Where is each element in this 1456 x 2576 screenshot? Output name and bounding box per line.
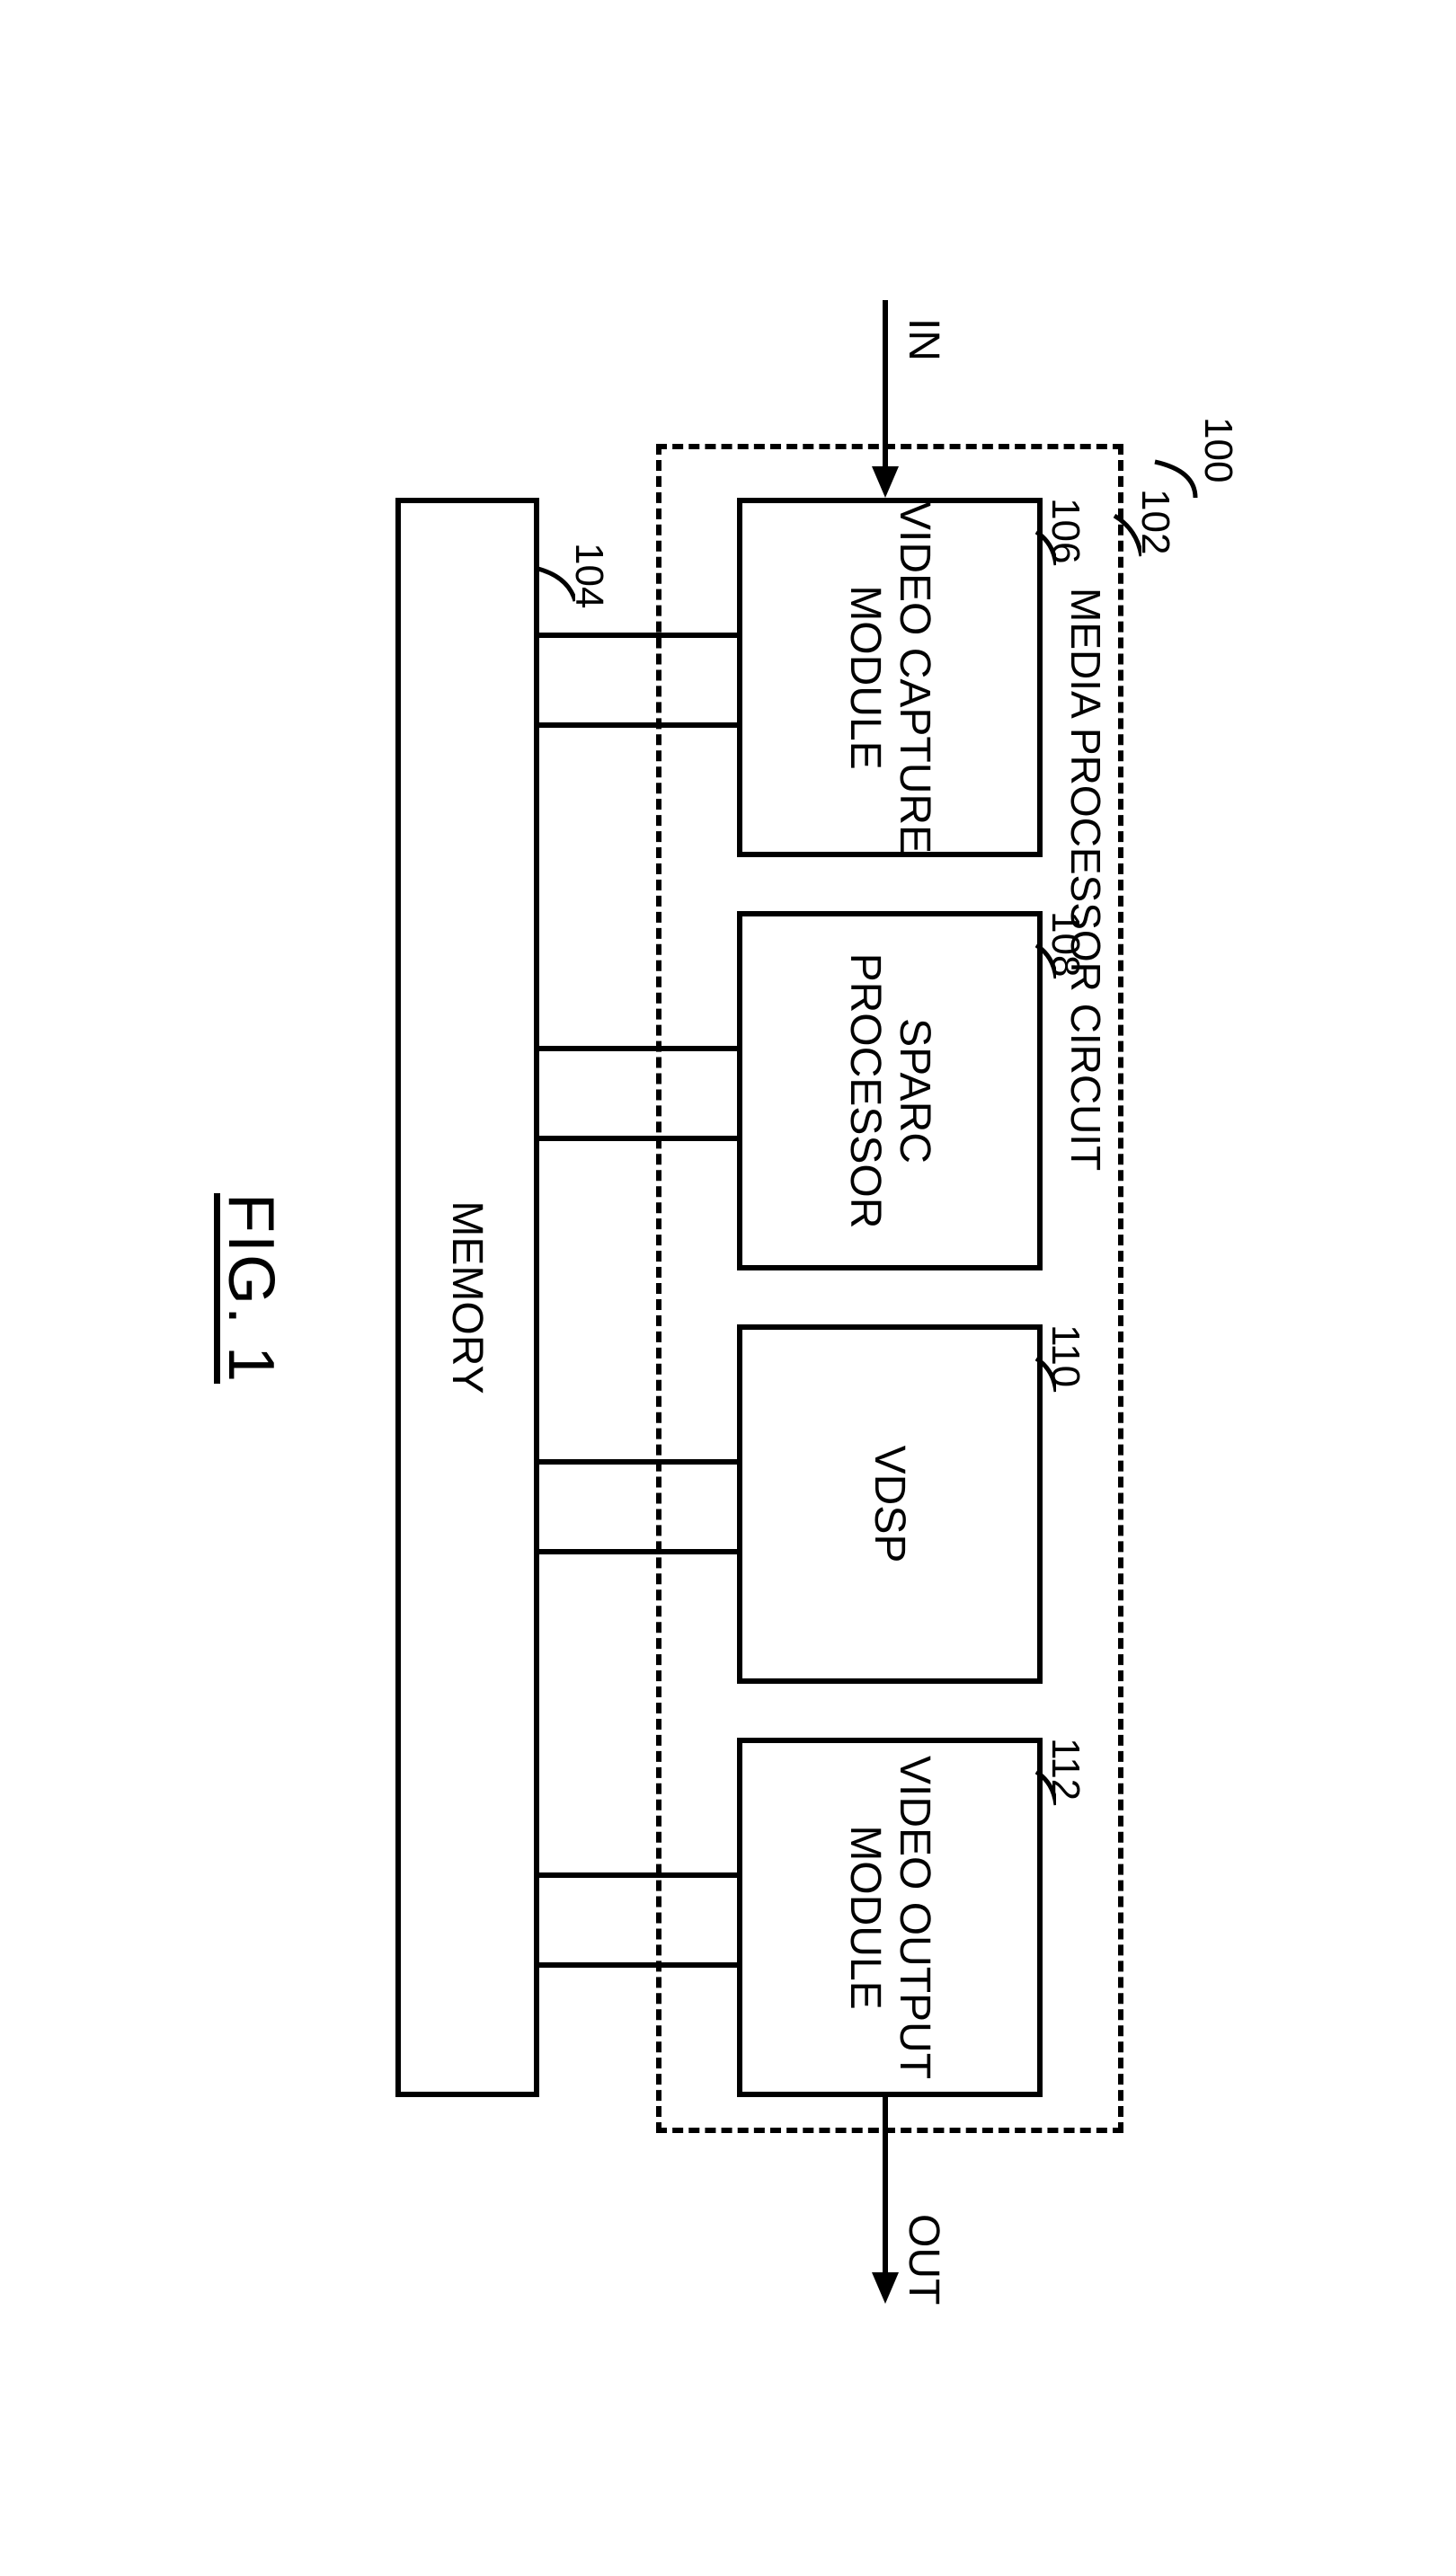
block-vdsp: VDSP [737, 1324, 1043, 1684]
container-title: MEDIA PROCESSOR CIRCUIT [1061, 588, 1110, 1171]
block-video-output: VIDEO OUTPUT MODULE [737, 1738, 1043, 2097]
diagram-stage: 100 102 MEDIA PROCESSOR CIRCUIT VIDEO CA… [99, 210, 1357, 2367]
conn-output-b [539, 1962, 737, 1968]
label-sparc: SPARC PROCESSOR [840, 952, 939, 1228]
label-memory: MEMORY [443, 1200, 493, 1394]
arrow-in [867, 300, 903, 498]
figure-caption-wrap: FIG. 1 [214, 210, 288, 2367]
hook-110 [1029, 1356, 1056, 1410]
hook-112 [1029, 1769, 1056, 1823]
hook-108 [1029, 943, 1056, 996]
conn-output-a [539, 1872, 737, 1878]
label-out: OUT [899, 2214, 948, 2305]
conn-vdsp-b [539, 1549, 737, 1554]
block-sparc: SPARC PROCESSOR [737, 911, 1043, 1270]
label-video-output: VIDEO OUTPUT MODULE [840, 1755, 939, 2078]
label-in: IN [899, 318, 948, 361]
conn-capture-a [539, 633, 737, 638]
conn-sparc-b [539, 1136, 737, 1141]
label-video-capture: VIDEO CAPTURE MODULE [840, 500, 939, 853]
conn-sparc-a [539, 1046, 737, 1051]
hook-104 [530, 565, 575, 619]
block-video-capture: VIDEO CAPTURE MODULE [737, 498, 1043, 857]
figure-caption: FIG. 1 [215, 1192, 287, 1383]
block-memory: MEMORY [395, 498, 539, 2097]
conn-capture-b [539, 722, 737, 728]
arrow-out [867, 2097, 903, 2304]
hook-102 [1105, 511, 1141, 574]
conn-vdsp-a [539, 1459, 737, 1465]
label-vdsp: VDSP [866, 1445, 915, 1562]
hook-106 [1029, 529, 1056, 583]
ref-system: 100 [1195, 417, 1240, 482]
